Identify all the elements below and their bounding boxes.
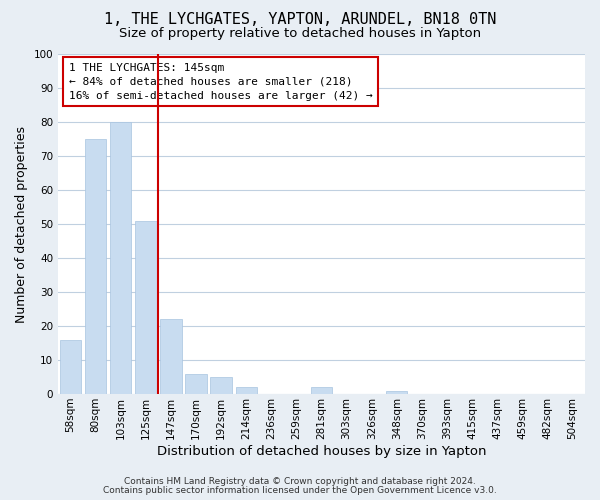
Bar [211, 377, 232, 394]
Bar [386, 390, 407, 394]
Bar [160, 319, 182, 394]
Bar [311, 387, 332, 394]
Bar [85, 139, 106, 394]
Bar [110, 122, 131, 394]
Text: Contains HM Land Registry data © Crown copyright and database right 2024.: Contains HM Land Registry data © Crown c… [124, 477, 476, 486]
Bar [185, 374, 207, 394]
Text: 1, THE LYCHGATES, YAPTON, ARUNDEL, BN18 0TN: 1, THE LYCHGATES, YAPTON, ARUNDEL, BN18 … [104, 12, 496, 28]
Text: 1 THE LYCHGATES: 145sqm
← 84% of detached houses are smaller (218)
16% of semi-d: 1 THE LYCHGATES: 145sqm ← 84% of detache… [68, 62, 373, 100]
X-axis label: Distribution of detached houses by size in Yapton: Distribution of detached houses by size … [157, 444, 486, 458]
Bar [135, 220, 157, 394]
Text: Contains public sector information licensed under the Open Government Licence v3: Contains public sector information licen… [103, 486, 497, 495]
Text: Size of property relative to detached houses in Yapton: Size of property relative to detached ho… [119, 28, 481, 40]
Bar [236, 387, 257, 394]
Bar [60, 340, 81, 394]
Y-axis label: Number of detached properties: Number of detached properties [15, 126, 28, 322]
